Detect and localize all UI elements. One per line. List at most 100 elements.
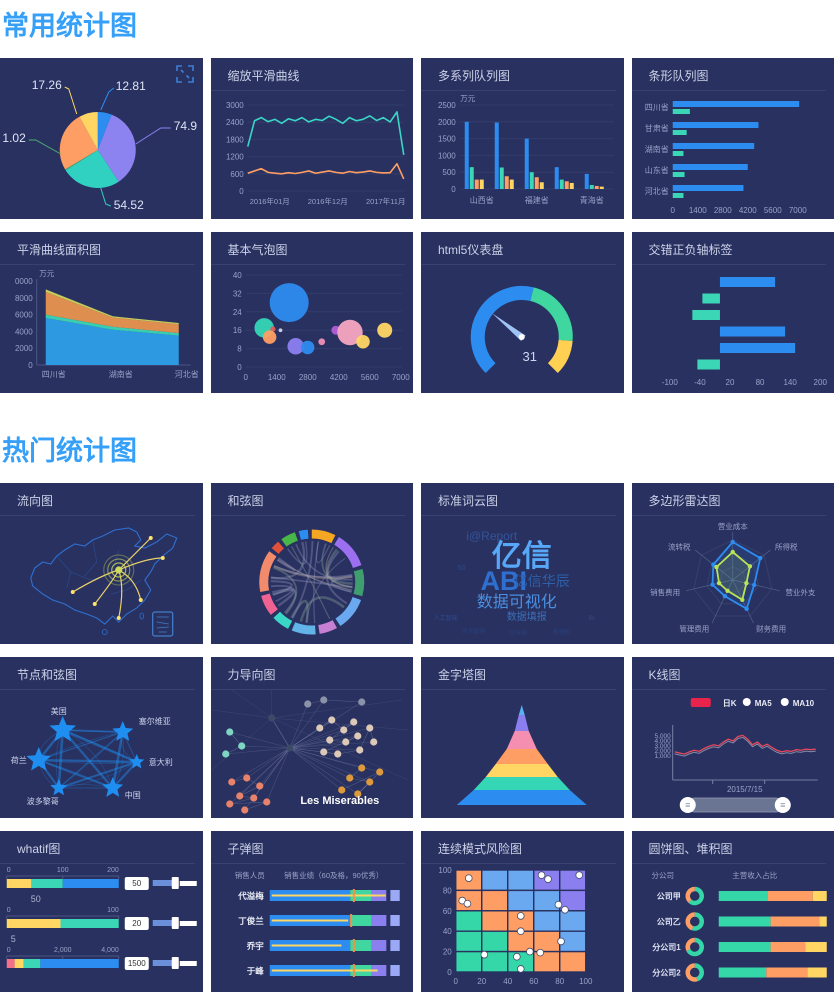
card-title: 基本气泡图 bbox=[211, 232, 406, 265]
svg-text:1000: 1000 bbox=[438, 151, 456, 160]
card-title: 子弹图 bbox=[211, 831, 406, 864]
svg-text:主营收入占比: 主营收入占比 bbox=[732, 870, 777, 880]
svg-text:乔宇: 乔宇 bbox=[245, 941, 264, 951]
svg-text:20: 20 bbox=[443, 948, 452, 957]
card-gauge[interactable]: html5仪表盘 31 bbox=[421, 232, 624, 393]
svg-text:500: 500 bbox=[442, 168, 456, 177]
card-bullet[interactable]: 子弹图 销售人员销售业绩（60及格，90优秀）代溢梅丁俊兰乔宇于峰 bbox=[211, 831, 414, 992]
svg-text:100: 100 bbox=[438, 866, 452, 875]
svg-text:1.02: 1.02 bbox=[2, 131, 26, 145]
svg-text:54.52: 54.52 bbox=[114, 198, 144, 212]
svg-text:流转税: 流转税 bbox=[668, 541, 691, 551]
svg-text:600: 600 bbox=[230, 170, 244, 179]
svg-text:16: 16 bbox=[232, 326, 241, 335]
card-nodechord[interactable]: 节点和弦图 美国塞尔维亚意大利中国波多黎哥荷兰 bbox=[0, 657, 203, 818]
svg-text:分公司1: 分公司1 bbox=[652, 942, 681, 952]
svg-text:甘肃省: 甘肃省 bbox=[644, 123, 668, 133]
svg-text:所得税: 所得税 bbox=[774, 541, 797, 551]
svg-text:1400: 1400 bbox=[267, 373, 285, 382]
card-radar[interactable]: 多边形雷达图 营业成本所得税营业外支财务费用管理费用销售费用流转税 bbox=[632, 483, 834, 644]
svg-text:福建省: 福建省 bbox=[525, 195, 549, 205]
svg-text:波多黎哥: 波多黎哥 bbox=[27, 796, 59, 806]
section-title-hot: 热门统计图 bbox=[2, 429, 834, 468]
svg-text:5600: 5600 bbox=[763, 206, 781, 215]
section-title-common: 常用统计图 bbox=[2, 4, 834, 43]
svg-text:营业成本: 营业成本 bbox=[717, 521, 747, 531]
svg-text:财务费用: 财务费用 bbox=[756, 624, 786, 634]
svg-text:数据可视化: 数据可视化 bbox=[477, 593, 557, 611]
expand-icon[interactable] bbox=[176, 65, 194, 83]
svg-text:管理费用: 管理费用 bbox=[679, 624, 709, 634]
svg-text:140: 140 bbox=[783, 378, 797, 387]
svg-text:青海省: 青海省 bbox=[580, 195, 604, 205]
svg-text:销售人员: 销售人员 bbox=[234, 870, 264, 880]
svg-text:74.9: 74.9 bbox=[174, 119, 198, 133]
svg-text:100: 100 bbox=[579, 977, 593, 986]
card-title: K线图 bbox=[632, 657, 827, 690]
svg-text:100: 100 bbox=[107, 907, 119, 914]
card-pyramid[interactable]: 金字塔图 bbox=[421, 657, 624, 818]
card-title: 平滑曲线面积图 bbox=[0, 232, 195, 265]
svg-text:2500: 2500 bbox=[438, 101, 456, 110]
svg-text:4200: 4200 bbox=[738, 206, 756, 215]
svg-text:80: 80 bbox=[443, 886, 452, 895]
chord-chart bbox=[211, 516, 414, 641]
svg-text:区块链: 区块链 bbox=[509, 629, 527, 637]
svg-text:0000: 0000 bbox=[15, 277, 33, 286]
donutstack-chart: 分公司主营收入占比公司甲公司乙分公司1分公司2 bbox=[632, 864, 834, 989]
svg-text:湖南省: 湖南省 bbox=[109, 369, 133, 379]
card-force[interactable]: 力导向图 Les Miserables bbox=[211, 657, 414, 818]
svg-text:40: 40 bbox=[503, 977, 512, 986]
svg-text:MA5: MA5 bbox=[754, 699, 771, 708]
svg-text:敏捷BI: 敏捷BI bbox=[553, 628, 571, 636]
svg-text:销售业绩（60及格，90优秀）: 销售业绩（60及格，90优秀） bbox=[284, 870, 383, 880]
svg-text:≡: ≡ bbox=[780, 800, 785, 810]
svg-text:200: 200 bbox=[107, 867, 119, 874]
svg-text:亿信华辰: 亿信华辰 bbox=[514, 573, 570, 589]
svg-text:公司乙: 公司乙 bbox=[656, 918, 680, 927]
svg-text:代溢梅: 代溢梅 bbox=[237, 891, 264, 901]
svg-text:17.26: 17.26 bbox=[32, 78, 62, 92]
svg-text:山西省: 山西省 bbox=[470, 195, 494, 205]
svg-text:2016年01月: 2016年01月 bbox=[249, 196, 289, 206]
svg-text:80: 80 bbox=[555, 977, 564, 986]
svg-text:万元: 万元 bbox=[460, 94, 475, 103]
card-title: 多系列队列图 bbox=[421, 58, 616, 91]
svg-text:32: 32 bbox=[232, 289, 241, 298]
svg-text:日K: 日K bbox=[722, 699, 736, 708]
svg-text:山东省: 山东省 bbox=[644, 165, 668, 175]
force-chart: Les Miserables bbox=[211, 690, 414, 815]
svg-text:6000: 6000 bbox=[15, 311, 33, 320]
card-title: 交错正负轴标签 bbox=[632, 232, 827, 265]
svg-text:60: 60 bbox=[443, 907, 452, 916]
svg-text:2800: 2800 bbox=[298, 373, 316, 382]
svg-text:0: 0 bbox=[243, 373, 248, 382]
svg-text:8: 8 bbox=[237, 345, 242, 354]
svg-text:2016年12月: 2016年12月 bbox=[307, 196, 347, 206]
card-title: 节点和弦图 bbox=[0, 657, 195, 690]
card-flowmap[interactable]: 流向图 bbox=[0, 483, 203, 644]
card-chord[interactable]: 和弦图 bbox=[211, 483, 414, 644]
svg-text:0: 0 bbox=[7, 907, 11, 914]
